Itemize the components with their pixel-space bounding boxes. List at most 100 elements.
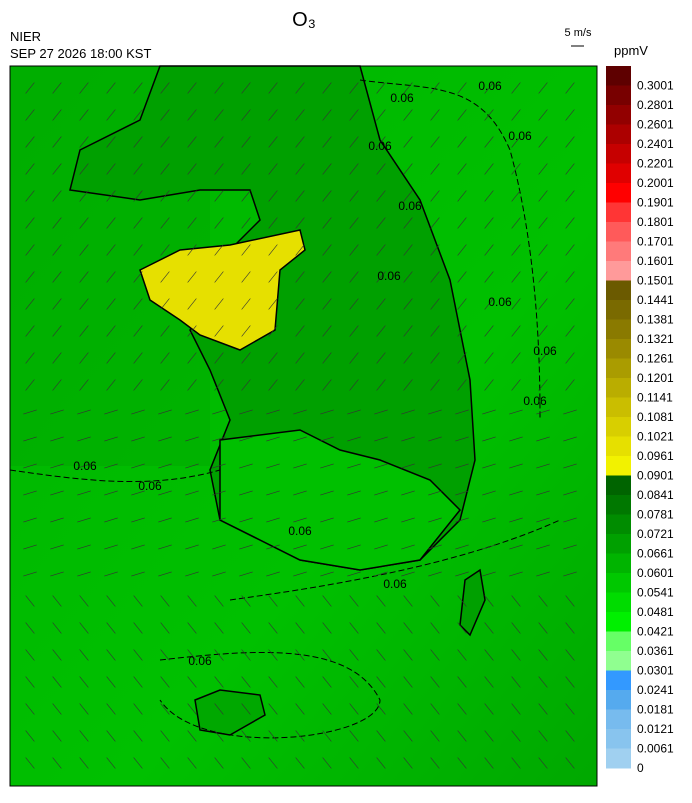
- wind-arrow: [376, 109, 386, 121]
- wind-arrow: [25, 703, 35, 715]
- wind-arrow: [133, 271, 143, 283]
- wind-arrow: [403, 298, 413, 310]
- wind-arrow: [106, 109, 116, 121]
- wind-arrow: [268, 703, 278, 715]
- wind-arrow: [158, 463, 172, 469]
- wind-arrow: [50, 490, 64, 496]
- wind-arrow: [160, 298, 170, 310]
- wind-arrow: [457, 649, 467, 661]
- wind-arrow: [455, 517, 469, 523]
- wind-arrow: [185, 463, 199, 469]
- wind-arrow: [563, 490, 577, 496]
- wind-arrow: [50, 409, 64, 415]
- wind-arrow: [538, 622, 548, 634]
- high-ozone-area: [139, 229, 306, 351]
- wind-arrow: [295, 298, 305, 310]
- wind-arrow: [241, 82, 251, 94]
- colorbar-segment: [606, 495, 631, 515]
- island: [194, 689, 266, 736]
- colorbar-label: 0.1901: [637, 196, 674, 210]
- wind-arrow: [511, 271, 521, 283]
- wind-arrow: [79, 676, 89, 688]
- wind-arrow: [25, 244, 35, 256]
- wind-arrow: [511, 649, 521, 661]
- wind-arrow: [565, 163, 575, 175]
- wind-arrow: [565, 298, 575, 310]
- wind-arrow: [511, 244, 521, 256]
- wind-arrow: [374, 571, 388, 577]
- wind-arrow: [187, 244, 197, 256]
- colorbar-label: 0.1701: [637, 235, 674, 249]
- wind-arrow: [511, 82, 521, 94]
- wind-arrow: [293, 517, 307, 523]
- wind-arrow: [509, 490, 523, 496]
- wind-arrow: [77, 490, 91, 496]
- wind-arrow: [349, 136, 359, 148]
- colorbar-label: 0.1441: [637, 293, 674, 307]
- wind-arrow: [565, 703, 575, 715]
- wind-arrow: [160, 595, 170, 607]
- wind-arrow: [214, 82, 224, 94]
- colorbar-segment: [606, 241, 631, 262]
- colorbar-label: 0.0781: [637, 508, 674, 522]
- colorbar-label: 0.0661: [637, 547, 674, 561]
- wind-arrow: [428, 571, 442, 577]
- wind-arrow: [482, 463, 496, 469]
- wind-arrow: [349, 163, 359, 175]
- wind-field: [23, 82, 577, 769]
- colorbar-segment: [606, 85, 631, 106]
- wind-arrow: [160, 82, 170, 94]
- colorbar-segment: [606, 280, 631, 301]
- wind-arrow: [457, 622, 467, 634]
- wind-arrow: [536, 409, 550, 415]
- wind-arrow: [25, 298, 35, 310]
- wind-arrow: [187, 730, 197, 742]
- wind-arrow: [509, 463, 523, 469]
- wind-arrow: [295, 379, 305, 391]
- wind-arrow: [482, 571, 496, 577]
- wind-arrow: [536, 544, 550, 550]
- wind-arrow: [293, 463, 307, 469]
- wind-arrow: [376, 757, 386, 769]
- wind-arrow: [509, 544, 523, 550]
- colorbar-label: 0.0061: [637, 742, 674, 756]
- wind-arrow: [241, 379, 251, 391]
- wind-arrow: [104, 463, 118, 469]
- wind-arrow: [52, 622, 62, 634]
- colorbar-segment: [606, 222, 631, 242]
- wind-arrow: [214, 244, 224, 256]
- wind-arrow: [52, 298, 62, 310]
- wind-arrow: [241, 190, 251, 202]
- wind-arrow: [131, 517, 145, 523]
- wind-arrow: [295, 676, 305, 688]
- colorbar-label: 0.3001: [637, 79, 674, 93]
- wind-arrow: [401, 517, 415, 523]
- colorbar-label: 0.0841: [637, 488, 674, 502]
- wind-arrow: [295, 352, 305, 364]
- wind-arrow: [565, 190, 575, 202]
- wind-arrow: [565, 757, 575, 769]
- colorbar-segment: [606, 261, 631, 281]
- wind-arrow: [538, 595, 548, 607]
- wind-arrow: [241, 217, 251, 229]
- wind-arrow: [538, 352, 548, 364]
- colorbar-label: 0.2201: [637, 157, 674, 171]
- colorbar-segment: [606, 631, 631, 652]
- wind-arrow: [430, 271, 440, 283]
- wind-arrow: [52, 190, 62, 202]
- wind-arrow: [106, 676, 116, 688]
- wind-arrow: [295, 595, 305, 607]
- wind-arrow: [511, 217, 521, 229]
- wind-arrow: [187, 352, 197, 364]
- wind-arrow: [214, 163, 224, 175]
- wind-arrow: [484, 757, 494, 769]
- colorbar-label: 0.1201: [637, 371, 674, 385]
- wind-arrow: [131, 463, 145, 469]
- wind-arrow: [376, 352, 386, 364]
- wind-arrow: [185, 490, 199, 496]
- wind-arrow: [322, 325, 332, 337]
- wind-arrow: [25, 271, 35, 283]
- wind-arrow: [322, 82, 332, 94]
- colorbar-label: 0.1081: [637, 410, 674, 424]
- colorbar-label: 0.0961: [637, 449, 674, 463]
